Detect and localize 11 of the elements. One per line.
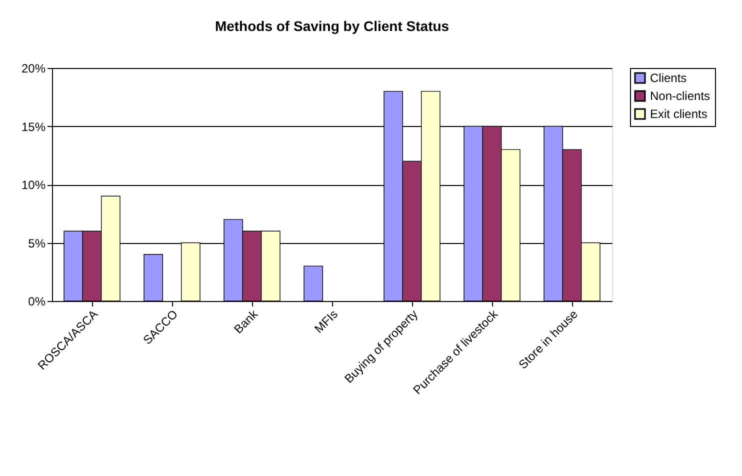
legend-label: Non-clients xyxy=(650,89,710,103)
y-tick-label: 20% xyxy=(21,62,46,76)
y-tick-label: 10% xyxy=(21,178,46,192)
y-tick-label: 15% xyxy=(21,120,46,134)
legend-label: Clients xyxy=(650,71,687,85)
y-tick-label: 0% xyxy=(28,294,46,308)
bar xyxy=(304,266,324,302)
bar xyxy=(144,254,164,302)
legend-label: Exit clients xyxy=(650,107,708,121)
y-tick-label: 5% xyxy=(28,236,46,250)
chart-title: Methods of Saving by Client Status xyxy=(214,18,450,34)
